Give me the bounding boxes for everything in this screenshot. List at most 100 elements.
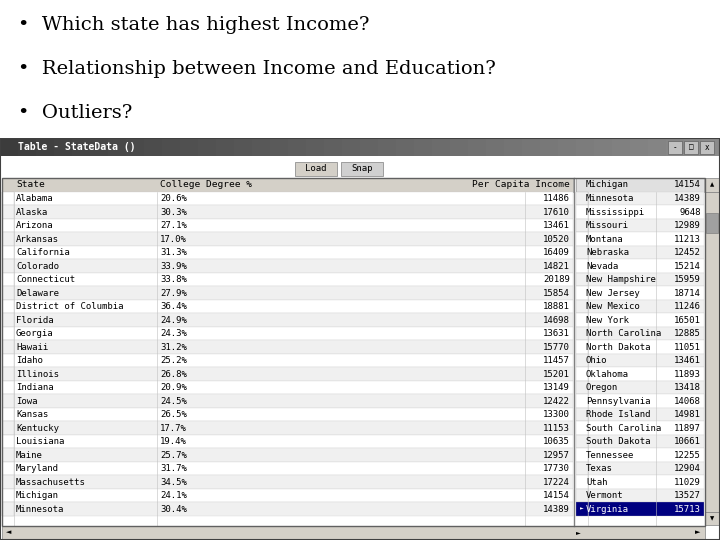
Bar: [108, 138, 127, 156]
Bar: [576, 448, 588, 462]
Text: 15959: 15959: [674, 275, 701, 284]
Bar: [36, 138, 55, 156]
Text: □: □: [689, 143, 693, 152]
Bar: [2, 354, 14, 367]
Bar: [576, 367, 704, 381]
Text: 14389: 14389: [543, 505, 570, 514]
Text: 26.8%: 26.8%: [160, 369, 187, 379]
Bar: [576, 354, 588, 367]
Text: New Hampshire: New Hampshire: [586, 275, 656, 284]
Text: 16501: 16501: [674, 315, 701, 325]
Bar: [234, 138, 253, 156]
Bar: [668, 141, 682, 154]
Bar: [576, 259, 704, 273]
Text: Iowa: Iowa: [16, 397, 37, 406]
Bar: [2, 462, 573, 475]
Bar: [522, 138, 541, 156]
Text: 15770: 15770: [543, 342, 570, 352]
Text: Arkansas: Arkansas: [16, 234, 59, 244]
Text: Oklahoma: Oklahoma: [586, 369, 629, 379]
Text: 24.5%: 24.5%: [160, 397, 187, 406]
Bar: [2, 192, 14, 205]
Text: Texas: Texas: [586, 464, 613, 473]
Bar: [450, 138, 469, 156]
Text: 11897: 11897: [674, 424, 701, 433]
Bar: [576, 503, 588, 516]
Bar: [180, 138, 199, 156]
Text: Oregon: Oregon: [586, 383, 618, 392]
Bar: [144, 138, 163, 156]
Bar: [576, 192, 588, 205]
Text: Massachusetts: Massachusetts: [16, 478, 86, 487]
Text: Vermont: Vermont: [586, 491, 624, 500]
Bar: [576, 489, 588, 503]
Bar: [468, 138, 487, 156]
Text: South Dakota: South Dakota: [586, 437, 650, 446]
Text: ◄: ◄: [6, 530, 12, 536]
Text: 30.3%: 30.3%: [160, 207, 187, 217]
Bar: [295, 161, 337, 176]
Bar: [576, 205, 588, 219]
Text: 13527: 13527: [674, 491, 701, 500]
Bar: [576, 489, 704, 503]
Text: ►: ►: [580, 507, 584, 512]
Bar: [2, 421, 573, 435]
Text: Kentucky: Kentucky: [16, 424, 59, 433]
Text: ►: ►: [696, 530, 701, 536]
Text: 13300: 13300: [543, 410, 570, 419]
Bar: [2, 300, 573, 313]
Bar: [2, 408, 573, 421]
Text: x: x: [705, 143, 709, 152]
Bar: [2, 489, 14, 503]
Bar: [576, 448, 704, 462]
Bar: [576, 462, 588, 475]
Bar: [576, 435, 704, 448]
Bar: [576, 421, 704, 435]
Text: Rhode Island: Rhode Island: [586, 410, 650, 419]
Bar: [2, 475, 573, 489]
Text: 12989: 12989: [674, 221, 701, 230]
Bar: [576, 300, 704, 313]
Bar: [2, 394, 573, 408]
Text: Connecticut: Connecticut: [16, 275, 75, 284]
Bar: [2, 259, 14, 273]
Bar: [2, 462, 14, 475]
Bar: [2, 205, 573, 219]
Bar: [648, 138, 667, 156]
Bar: [705, 192, 719, 512]
Text: 10635: 10635: [543, 437, 570, 446]
Bar: [2, 475, 14, 489]
Bar: [2, 381, 14, 394]
Bar: [2, 286, 573, 300]
Text: Ohio: Ohio: [586, 356, 608, 365]
Bar: [705, 512, 719, 525]
Text: Arizona: Arizona: [16, 221, 53, 230]
Bar: [162, 138, 181, 156]
Bar: [486, 138, 505, 156]
Text: Illinois: Illinois: [16, 369, 59, 379]
Bar: [576, 435, 588, 448]
Text: Snap: Snap: [351, 164, 373, 173]
Text: 33.8%: 33.8%: [160, 275, 187, 284]
Text: 14154: 14154: [543, 491, 570, 500]
Text: -: -: [672, 143, 678, 152]
Bar: [2, 340, 14, 354]
Bar: [2, 273, 573, 286]
Text: 10520: 10520: [543, 234, 570, 244]
Text: ▼: ▼: [710, 516, 714, 522]
Text: Nevada: Nevada: [586, 261, 618, 271]
Text: Per Capita Income: Per Capita Income: [472, 180, 570, 189]
Text: Indiana: Indiana: [16, 383, 53, 392]
Bar: [576, 327, 704, 340]
Bar: [576, 313, 704, 327]
Bar: [576, 232, 704, 246]
Bar: [2, 232, 14, 246]
Bar: [378, 138, 397, 156]
Text: 20.9%: 20.9%: [160, 383, 187, 392]
Text: 12885: 12885: [674, 329, 701, 338]
Text: 14821: 14821: [543, 261, 570, 271]
Bar: [2, 313, 573, 327]
Bar: [54, 138, 73, 156]
Text: Florida: Florida: [16, 315, 53, 325]
Bar: [2, 219, 573, 232]
